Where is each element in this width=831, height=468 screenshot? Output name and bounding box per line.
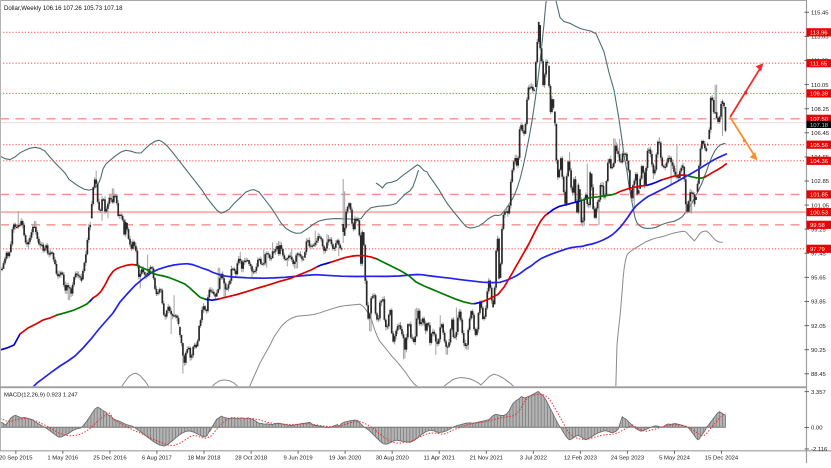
svg-text:3 Jul 2022: 3 Jul 2022: [520, 456, 547, 462]
svg-text:MACD(12,26,9) 0.923 1.247: MACD(12,26,9) 0.923 1.247: [4, 393, 78, 399]
svg-text:113.96: 113.96: [810, 31, 828, 37]
svg-text:93.85: 93.85: [811, 300, 826, 306]
svg-text:3.357: 3.357: [811, 390, 826, 396]
svg-text:95.65: 95.65: [811, 276, 826, 282]
svg-text:105.56: 105.56: [810, 143, 829, 149]
svg-text:12 Feb 2023: 12 Feb 2023: [564, 456, 598, 462]
svg-text:99.58: 99.58: [810, 223, 825, 229]
svg-text:21 Nov 2021: 21 Nov 2021: [470, 456, 503, 462]
svg-text:102.85: 102.85: [811, 179, 830, 185]
svg-text:90.25: 90.25: [811, 348, 826, 354]
svg-text:106.45: 106.45: [811, 131, 830, 137]
svg-text:28 Oct 2018: 28 Oct 2018: [235, 456, 268, 462]
svg-text:9 Jun 2019: 9 Jun 2019: [284, 456, 313, 462]
svg-text:108.25: 108.25: [811, 107, 830, 113]
svg-text:30 Aug 2020: 30 Aug 2020: [376, 456, 410, 462]
svg-text:115.45: 115.45: [811, 11, 829, 17]
svg-text:-2.116: -2.116: [811, 447, 828, 453]
svg-text:88.45: 88.45: [811, 372, 826, 378]
svg-text:101.85: 101.85: [810, 193, 829, 199]
svg-text:100.53: 100.53: [810, 210, 829, 216]
svg-text:20 Sep 2015: 20 Sep 2015: [0, 456, 33, 462]
svg-text:107.18: 107.18: [810, 123, 829, 129]
svg-text:111.65: 111.65: [810, 61, 828, 67]
svg-text:92.05: 92.05: [811, 324, 826, 330]
svg-text:110.05: 110.05: [811, 83, 829, 89]
svg-text:11 Apr 2021: 11 Apr 2021: [424, 456, 455, 462]
svg-text:19 Jan 2020: 19 Jan 2020: [329, 456, 362, 462]
svg-text:1 May 2016: 1 May 2016: [47, 456, 79, 462]
svg-text:0.00: 0.00: [811, 426, 823, 432]
svg-text:Dollar,Weekly 106.16 107.26 1: Dollar,Weekly 106.16 107.26 105.73 107.1…: [4, 5, 123, 12]
svg-text:25 Dec 2016: 25 Dec 2016: [93, 456, 127, 462]
svg-text:5 May 2024: 5 May 2024: [659, 456, 691, 462]
svg-text:18 Mar 2018: 18 Mar 2018: [187, 456, 221, 462]
svg-text:109.39: 109.39: [810, 92, 828, 98]
svg-text:24 Sep 2023: 24 Sep 2023: [611, 456, 645, 462]
svg-text:97.79: 97.79: [810, 247, 825, 253]
svg-text:104.36: 104.36: [810, 159, 829, 165]
svg-text:15 Dec 2024: 15 Dec 2024: [705, 456, 739, 462]
svg-text:6 Aug 2017: 6 Aug 2017: [142, 456, 172, 462]
